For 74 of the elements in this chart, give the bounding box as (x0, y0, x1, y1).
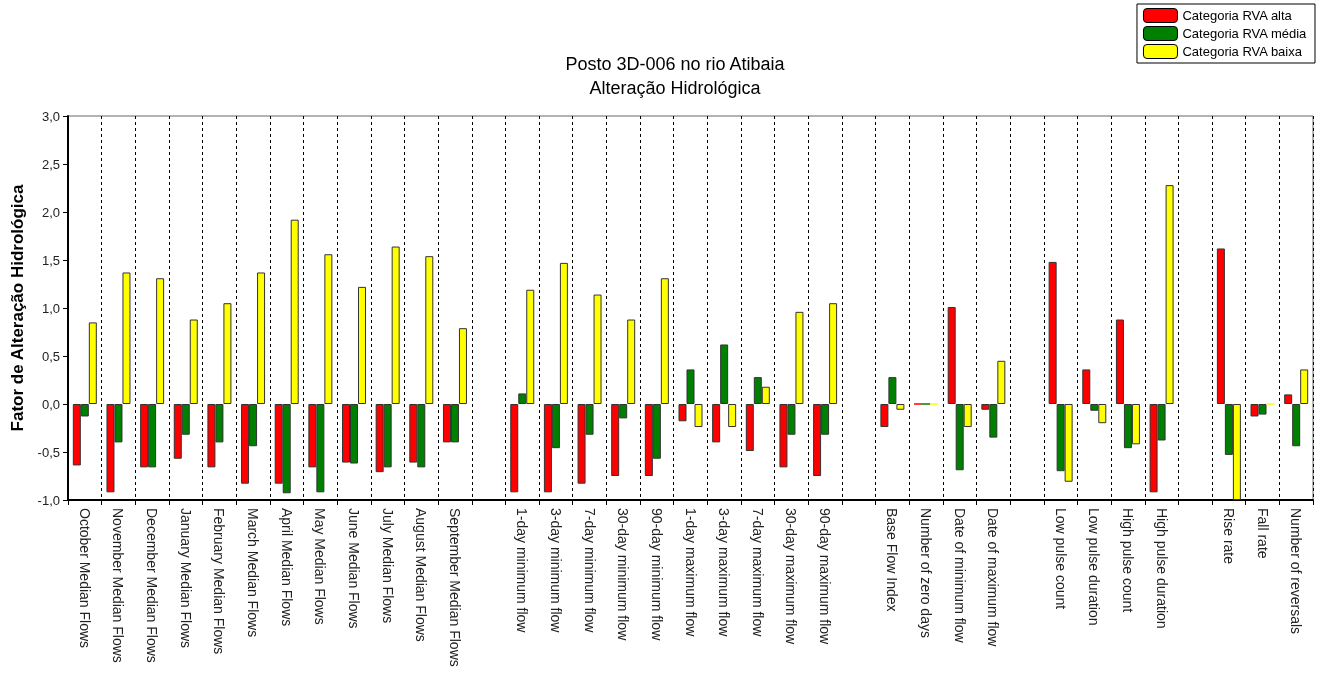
y-axis-title: Fator de Alteração Hidrológica (8, 184, 27, 432)
bar (829, 303, 838, 404)
x-tick-label: 1-day maximum flow (682, 508, 699, 638)
bar (1216, 248, 1225, 404)
x-tick-label: September Median Flows (446, 508, 463, 667)
chart-subtitle: Alteração Hidrológica (589, 78, 762, 98)
bar (358, 286, 367, 404)
x-tick-label: June Median Flows (346, 508, 363, 629)
bar (1300, 369, 1309, 404)
bar (290, 219, 299, 404)
bar (720, 344, 729, 404)
y-tick-label: 2,0 (41, 204, 60, 220)
x-tick-label: May Median Flows (312, 508, 329, 625)
bar (728, 404, 737, 428)
x-tick-label: Low pulse count (1052, 508, 1069, 610)
y-tick-label: 0,5 (41, 348, 60, 364)
bar (1292, 404, 1301, 447)
x-tick-label: August Median Flows (413, 508, 430, 642)
x-tick-label: November Median Flows (110, 508, 127, 663)
x-tick-label: March Median Flows (245, 508, 262, 638)
y-tick-label: 2,5 (41, 156, 60, 172)
bar (189, 319, 198, 404)
bar (156, 278, 165, 404)
x-tick-label: 90-day maximum flow (817, 508, 834, 646)
x-tick-label: 30-day maximum flow (783, 508, 800, 646)
bar (559, 262, 568, 404)
x-tick-label: Fall rate (1254, 508, 1271, 559)
legend-label: Categoria RVA média (1182, 26, 1308, 41)
bar (1284, 394, 1293, 404)
x-tick-label: Rise rate (1220, 508, 1237, 565)
x-tick-label: January Median Flows (177, 508, 194, 649)
x-tick-label: 30-day minimum flow (615, 508, 632, 642)
x-tick-label: Date of minimum flow (951, 508, 968, 644)
x-tick-label: High pulse duration (1153, 508, 1170, 629)
legend-label: Categoria RVA alta (1182, 8, 1293, 23)
bar (391, 246, 400, 404)
x-tick-label: Date of maximum flow (985, 508, 1002, 648)
x-tick-label: Number of zero days (918, 508, 935, 638)
y-tick-label: -0,5 (37, 444, 60, 460)
legend-label: Categoria RVA baixa (1182, 44, 1303, 59)
bar (1082, 369, 1091, 404)
x-tick-label: April Median Flows (278, 508, 295, 627)
x-tick-label: February Median Flows (211, 508, 228, 655)
bar (660, 278, 669, 404)
x-tick-label: Number of reversals (1288, 508, 1305, 635)
bar (745, 404, 754, 452)
x-tick-label: December Median Flows (144, 508, 161, 663)
bar (458, 328, 467, 404)
y-tick-label: -1,0 (37, 492, 60, 508)
bar (257, 272, 266, 404)
bar (627, 319, 636, 404)
bar (88, 322, 97, 404)
x-tick-label: 90-day minimum flow (648, 508, 665, 642)
x-tick-label: Low pulse duration (1086, 508, 1103, 626)
y-tick-label: 1,5 (41, 252, 60, 268)
x-tick-label: 3-day minimum flow (547, 508, 564, 634)
bar (947, 307, 956, 404)
x-tick-label: High pulse count (1119, 508, 1136, 613)
bar (712, 404, 721, 443)
chart-title: Posto 3D-006 no rio Atibaia (565, 54, 786, 74)
x-tick-label: Base Flow Index (884, 508, 901, 612)
y-tick-label: 3,0 (41, 108, 60, 124)
bar (997, 360, 1006, 404)
x-tick-label: October Median Flows (76, 508, 93, 649)
y-tick-label: 1,0 (41, 300, 60, 316)
bar (1115, 319, 1124, 404)
bar (425, 256, 434, 404)
x-tick-label: 3-day maximum flow (716, 508, 733, 638)
bar (510, 404, 519, 493)
x-tick-label: July Median Flows (379, 508, 396, 624)
x-tick-label: 7-day minimum flow (581, 508, 598, 634)
y-tick-label: 0,0 (41, 396, 60, 412)
x-tick-label: 7-day maximum flow (749, 508, 766, 638)
x-tick-label: 1-day minimum flow (514, 508, 531, 634)
